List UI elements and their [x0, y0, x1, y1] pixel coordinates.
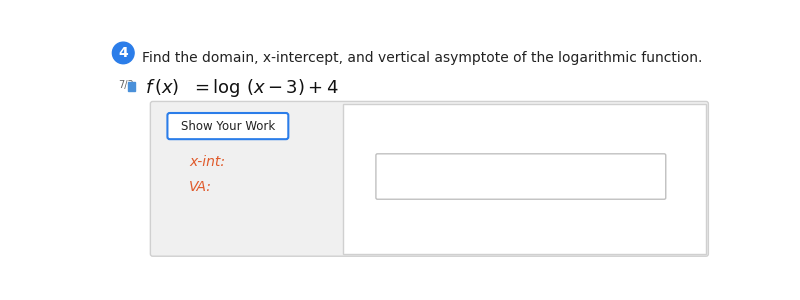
- Text: 7/3: 7/3: [118, 80, 134, 90]
- Circle shape: [112, 42, 134, 64]
- Text: Find the domain, x-intercept, and vertical asymptote of the logarithmic function: Find the domain, x-intercept, and vertic…: [142, 51, 702, 64]
- Bar: [342, 104, 706, 254]
- Text: $f\,(x)\ \ =\log\,(x-3)+4$: $f\,(x)\ \ =\log\,(x-3)+4$: [145, 77, 338, 99]
- FancyBboxPatch shape: [167, 113, 288, 139]
- FancyBboxPatch shape: [128, 82, 135, 91]
- Text: Show Your Work: Show Your Work: [181, 120, 275, 133]
- Text: 4: 4: [118, 46, 128, 60]
- Text: VA:: VA:: [189, 180, 212, 194]
- FancyBboxPatch shape: [376, 154, 666, 199]
- FancyBboxPatch shape: [150, 101, 708, 256]
- Text: x-int:: x-int:: [189, 154, 225, 169]
